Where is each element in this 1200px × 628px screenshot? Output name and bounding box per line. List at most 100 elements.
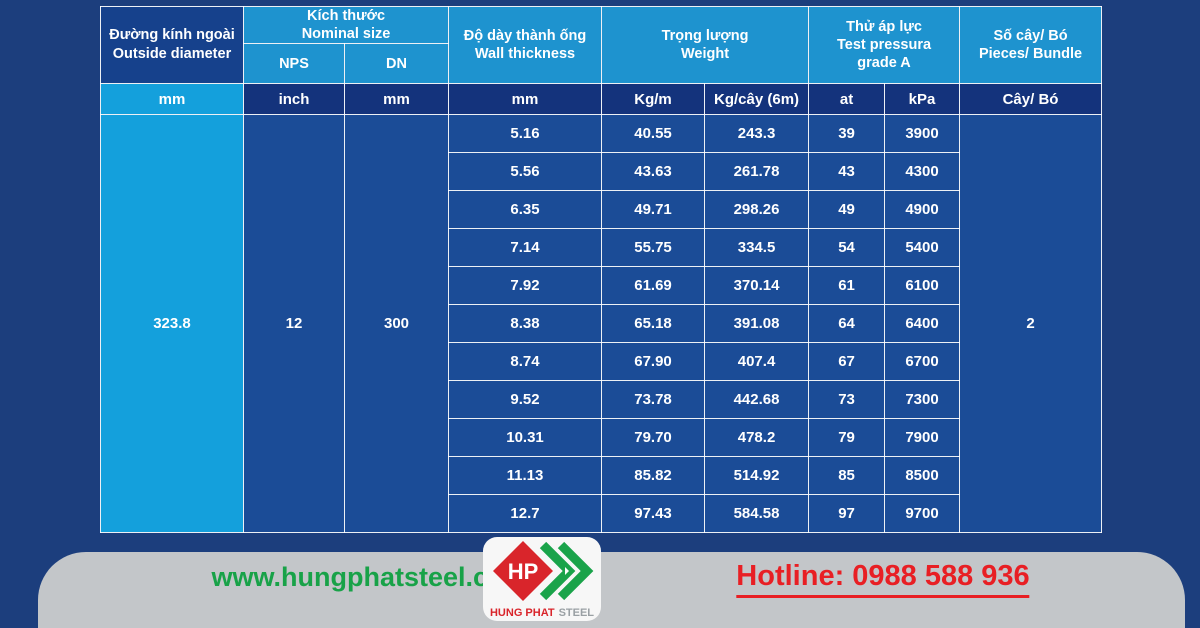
pipe-spec-table: Đường kính ngoài Outside diameter Kích t…: [100, 5, 1103, 534]
merged-nps-cell: 12: [243, 114, 345, 534]
weight-kg-m-cell: 79.70: [601, 418, 706, 458]
weight-kg-tree-cell: 584.58: [704, 494, 810, 534]
logo-wordmark: HUNG PHAT STEEL: [490, 607, 594, 619]
pressure-at-cell: 85: [808, 456, 886, 496]
table-row: 8.38 65.18 391.08 64 6400: [101, 304, 1102, 344]
wall-thickness-cell: 12.7: [448, 494, 603, 534]
chevron-gap: [565, 567, 569, 575]
weight-kg-tree-cell: 298.26: [704, 190, 810, 230]
table-row: 5.56 43.63 261.78 43 4300: [101, 152, 1102, 192]
unit-pieces: Cây/ Bó: [959, 83, 1103, 116]
header-nominal-size: Kích thước Nominal size: [242, 5, 450, 45]
unit-kg-tree: Kg/cây (6m): [704, 83, 810, 116]
header-pieces-bundle: Số cây/ Bó Pieces/ Bundle: [959, 5, 1103, 85]
weight-kg-tree-cell: 514.92: [704, 456, 810, 496]
header-dn: DN: [343, 43, 450, 85]
pressure-at-cell: 97: [808, 494, 886, 534]
pressure-at-cell: 39: [808, 114, 886, 154]
wall-thickness-cell: 7.92: [448, 266, 603, 306]
unit-kg-m: Kg/m: [601, 83, 706, 116]
weight-kg-tree-cell: 243.3: [704, 114, 810, 154]
pressure-at-cell: 73: [808, 380, 886, 420]
weight-kg-tree-cell: 370.14: [704, 266, 810, 306]
weight-kg-m-cell: 40.55: [601, 114, 706, 154]
footer-band: www.hungphatsteel.com Hotline: 0988 588 …: [38, 552, 1185, 628]
logo-suffix-text: STEEL: [559, 607, 595, 619]
table-row: 6.35 49.71 298.26 49 4900: [101, 190, 1102, 230]
pressure-kpa-cell: 9700: [884, 494, 961, 534]
weight-kg-tree-cell: 391.08: [704, 304, 810, 344]
weight-kg-m-cell: 97.43: [601, 494, 706, 534]
weight-kg-tree-cell: 261.78: [704, 152, 810, 192]
pressure-kpa-cell: 6700: [884, 342, 961, 382]
pressure-kpa-cell: 6100: [884, 266, 961, 306]
weight-kg-m-cell: 43.63: [601, 152, 706, 192]
merged-dn-cell: 300: [343, 114, 450, 534]
weight-kg-tree-cell: 334.5: [704, 228, 810, 268]
weight-kg-tree-cell: 442.68: [704, 380, 810, 420]
unit-outside-diameter: mm: [100, 83, 244, 116]
diamond-icon: [493, 541, 553, 601]
logo-graphic: HP HUNG PHAT STEEL: [490, 541, 594, 619]
pressure-kpa-cell: 8500: [884, 456, 961, 496]
header-row-2: NPS DN: [101, 43, 1102, 85]
table-row: 8.74 67.90 407.4 67 6700: [101, 342, 1102, 382]
wall-thickness-cell: 7.14: [448, 228, 603, 268]
unit-dn: mm: [343, 83, 450, 116]
wall-thickness-cell: 10.31: [448, 418, 603, 458]
wall-thickness-cell: 6.35: [448, 190, 603, 230]
unit-wall: mm: [448, 83, 603, 116]
table-row: 7.92 61.69 370.14 61 6100: [101, 266, 1102, 306]
pressure-at-cell: 54: [808, 228, 886, 268]
wall-thickness-cell: 5.16: [448, 114, 603, 154]
pressure-kpa-cell: 7300: [884, 380, 961, 420]
weight-kg-m-cell: 67.90: [601, 342, 706, 382]
pressure-kpa-cell: 3900: [884, 114, 961, 154]
unit-row: mm inch mm mm Kg/m Kg/cây (6m) at kPa Câ…: [100, 83, 1103, 116]
hotline-link[interactable]: Hotline: 0988 588 936: [736, 560, 1030, 598]
table-row: 10.31 79.70 478.2 79 7900: [101, 418, 1102, 458]
header-test-pressure: Thử áp lực Test pressura grade A: [808, 5, 961, 85]
pressure-at-cell: 64: [808, 304, 886, 344]
weight-kg-m-cell: 73.78: [601, 380, 706, 420]
weight-kg-m-cell: 55.75: [601, 228, 706, 268]
logo-monogram: HP: [508, 559, 539, 584]
wall-thickness-cell: 5.56: [448, 152, 603, 192]
hung-phat-logo: HP HUNG PHAT STEEL: [483, 537, 601, 621]
pressure-kpa-cell: 4300: [884, 152, 961, 192]
pressure-at-cell: 67: [808, 342, 886, 382]
header-outside-diameter: Đường kính ngoài Outside diameter: [100, 5, 244, 85]
weight-kg-tree-cell: 478.2: [704, 418, 810, 458]
header-weight: Trọng lượng Weight: [601, 5, 810, 85]
logo-brand-text: HUNG PHAT: [490, 607, 555, 619]
weight-kg-tree-cell: 407.4: [704, 342, 810, 382]
merged-pieces-cell: 2: [959, 114, 1103, 534]
pressure-kpa-cell: 6400: [884, 304, 961, 344]
wall-thickness-cell: 11.13: [448, 456, 603, 496]
table-row: 9.52 73.78 442.68 73 7300: [101, 380, 1102, 420]
weight-kg-m-cell: 65.18: [601, 304, 706, 344]
header-wall-thickness: Độ dày thành ống Wall thickness: [448, 5, 603, 85]
pressure-kpa-cell: 7900: [884, 418, 961, 458]
unit-kpa: kPa: [884, 83, 961, 116]
weight-kg-m-cell: 49.71: [601, 190, 706, 230]
header-row-1: Đường kính ngoài Outside diameter Kích t…: [100, 5, 1103, 85]
pressure-kpa-cell: 5400: [884, 228, 961, 268]
pressure-at-cell: 43: [808, 152, 886, 192]
table-row: 7.14 55.75 334.5 54 5400: [101, 228, 1102, 268]
wall-thickness-cell: 9.52: [448, 380, 603, 420]
wall-thickness-cell: 8.74: [448, 342, 603, 382]
website-link[interactable]: www.hungphatsteel.com: [211, 562, 529, 592]
weight-kg-m-cell: 85.82: [601, 456, 706, 496]
pressure-at-cell: 49: [808, 190, 886, 230]
merged-outside-diameter-cell: 323.8: [100, 114, 244, 534]
header-nps: NPS: [243, 43, 345, 85]
wall-thickness-cell: 8.38: [448, 304, 603, 344]
pressure-at-cell: 79: [808, 418, 886, 458]
table-row: 323.8 12 300 5.16 40.55 243.3 39 3900 2: [100, 114, 1103, 534]
table-row: 12.7 97.43 584.58 97 9700: [101, 494, 1102, 534]
pressure-kpa-cell: 4900: [884, 190, 961, 230]
unit-at: at: [808, 83, 886, 116]
weight-kg-m-cell: 61.69: [601, 266, 706, 306]
